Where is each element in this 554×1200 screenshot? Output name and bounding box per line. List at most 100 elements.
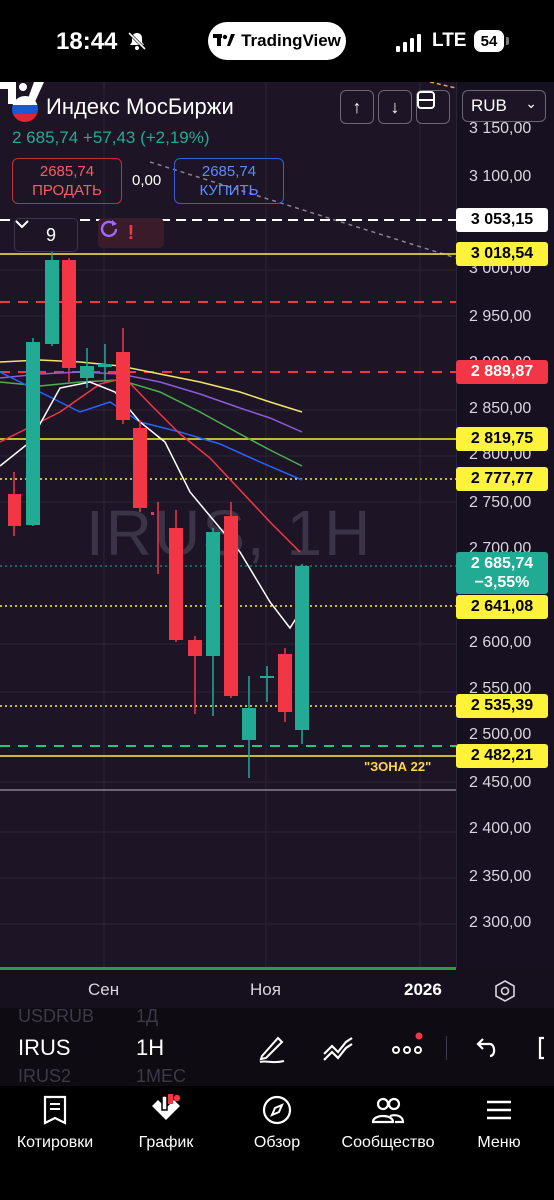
currency-value: RUB: [471, 96, 507, 115]
indicators-icon[interactable]: [320, 1030, 356, 1066]
network-type: LTE: [432, 30, 467, 51]
layout-button[interactable]: [416, 90, 450, 124]
last-price: 2 685,74: [470, 555, 534, 572]
tradingview-logo-icon: [213, 34, 236, 46]
trend-line[interactable]: [149, 161, 456, 259]
nav-label: Сообщество: [341, 1134, 435, 1151]
sell-label: ПРОДАТЬ: [32, 182, 102, 199]
timeframe-picker-ghost: 1Д: [136, 1008, 159, 1026]
price-label-2889: 2 889,87: [456, 360, 548, 384]
sell-price: 2685,74: [39, 163, 95, 180]
ma-red[interactable]: [0, 377, 301, 553]
battery-icon: 54: [474, 30, 509, 52]
nav-item-watchlist[interactable]: Котировки: [0, 1094, 110, 1154]
price-label-2777: 2 777,77: [456, 467, 548, 491]
tick-label: 2 600,00: [469, 634, 532, 651]
layout-icon: [417, 91, 435, 109]
nav-label: Обзор: [253, 1134, 301, 1151]
arrow-down-button[interactable]: ↓: [378, 90, 412, 124]
chevron-down-icon: ⌄: [525, 95, 537, 111]
symbol-button[interactable]: IRUS: [18, 1035, 71, 1060]
buy-price: 2685,74: [201, 163, 257, 180]
clock: 18:44: [56, 28, 118, 55]
fullscreen-icon[interactable]: [532, 1030, 554, 1066]
last-price-change: −3,55%: [474, 574, 530, 591]
price-label-2641: 2 641,08: [456, 595, 548, 619]
indicators-count: 9: [45, 224, 56, 245]
russia-flag-icon: [12, 96, 38, 122]
time-axis[interactable]: Сен Ноя 2026: [0, 970, 456, 1008]
bottom-navigation[interactable]: Котировки График Обзор Сообщество: [0, 1086, 554, 1200]
price-label-2819: 2 819,75: [456, 427, 548, 451]
tick-label: 2 450,00: [469, 774, 532, 791]
axis-settings-icon[interactable]: [494, 980, 516, 1002]
ma-purple[interactable]: [0, 371, 303, 433]
nav-item-chart[interactable]: График: [111, 1094, 221, 1154]
more-options-icon[interactable]: [390, 1030, 426, 1066]
nav-item-community[interactable]: Сообщество: [333, 1094, 443, 1154]
tick-label: 2 400,00: [469, 820, 532, 837]
chart-panel[interactable]: IRUS, 1H: [0, 82, 554, 1008]
indicators-toggle[interactable]: 9: [14, 218, 78, 252]
price-label-2535: 2 535,39: [456, 694, 548, 718]
price-label-2482: 2 482,21: [456, 744, 548, 768]
app-name: TradingView: [241, 31, 341, 50]
trend-line-top[interactable]: [429, 82, 456, 89]
buy-button[interactable]: 2685,74 КУПИТЬ: [174, 158, 284, 204]
bell-muted-icon: [127, 31, 147, 51]
watchlist-icon: [43, 1095, 67, 1125]
chart-icon: [152, 1094, 181, 1120]
tick-label: 3 150,00: [469, 120, 532, 137]
candles[interactable]: [8, 252, 309, 778]
ma-white[interactable]: [0, 381, 301, 630]
price-label-3053: 3 053,15: [456, 208, 548, 232]
price-label-3018: 3 018,54: [456, 242, 548, 266]
nav-item-menu[interactable]: Меню: [444, 1094, 554, 1154]
spread-value: 0,00: [132, 172, 162, 189]
tick-label: 2 300,00: [469, 914, 532, 931]
arrow-up-icon: ↑: [352, 96, 362, 117]
symbol-picker-ghost: IRUS2: [18, 1066, 72, 1086]
compass-icon: [262, 1095, 292, 1125]
instrument-name[interactable]: Индекс МосБиржи: [46, 94, 234, 119]
drawing-tools-icon[interactable]: [254, 1030, 290, 1066]
tick-label: 2 550,00: [469, 680, 532, 697]
chevron-down-icon: [15, 220, 29, 229]
session-bar: [0, 967, 456, 970]
tick-label: 2 500,00: [469, 726, 532, 743]
nav-label: Меню: [477, 1134, 521, 1151]
time-label: Сен: [88, 980, 120, 999]
sell-button[interactable]: 2685,74 ПРОДАТЬ: [12, 158, 122, 204]
price-change: 2 685,74 +57,43 (+2,19%): [12, 128, 210, 147]
data-alert-button[interactable]: !: [98, 218, 164, 248]
refresh-icon: [100, 220, 118, 238]
community-icon: [371, 1097, 405, 1124]
nav-label: Котировки: [16, 1134, 94, 1151]
buy-label: КУПИТЬ: [199, 182, 259, 199]
status-bar: 18:44 TradingView LTE 54: [0, 0, 554, 82]
symbol-picker-ghost: USDRUB: [18, 1008, 95, 1026]
ma-green[interactable]: [0, 379, 303, 467]
nav-item-explore[interactable]: Обзор: [222, 1094, 332, 1154]
time-label: 2026: [404, 980, 442, 999]
signal-icon: [396, 34, 421, 52]
app-indicator-pill[interactable]: TradingView: [208, 22, 346, 60]
tick-label: 3 100,00: [469, 168, 532, 185]
ma-yellow[interactable]: [0, 359, 303, 413]
tick-label: 2 950,00: [469, 308, 532, 325]
arrow-down-icon: ↓: [390, 96, 400, 117]
warning-icon: !: [127, 221, 135, 244]
timeframe-button[interactable]: 1H: [136, 1035, 165, 1060]
arrow-up-button[interactable]: ↑: [340, 90, 374, 124]
last-price-label: 2 685,74 −3,55%: [456, 552, 548, 594]
chart-canvas[interactable]: [0, 82, 456, 968]
tick-label: 2 750,00: [469, 494, 532, 511]
undo-icon[interactable]: [468, 1030, 504, 1066]
currency-select[interactable]: RUB ⌄: [462, 90, 546, 122]
plot-area[interactable]: IRUS, 1H: [0, 82, 456, 970]
chart-toolbar[interactable]: USDRUB 1Д IRUS 1H IRUS2 1МЕС: [0, 1008, 554, 1086]
ma-blue[interactable]: [0, 371, 303, 481]
nav-label: График: [138, 1134, 194, 1151]
zone-annotation[interactable]: "ЗОНА 22": [364, 759, 432, 774]
tick-label: 2 850,00: [469, 400, 532, 417]
